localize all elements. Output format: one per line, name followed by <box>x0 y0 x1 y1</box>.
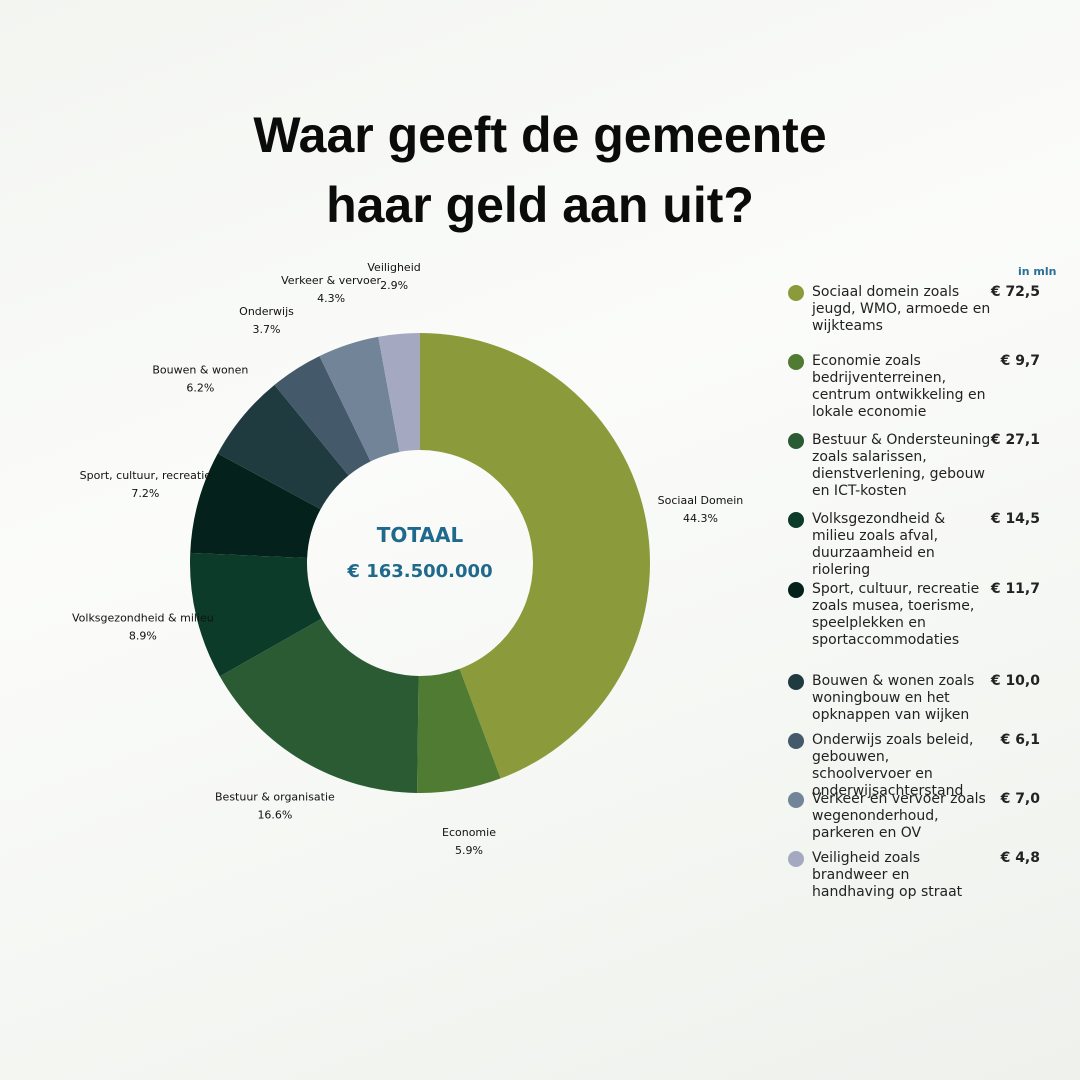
chart-title: Waar geeft de gemeente haar geld aan uit… <box>253 107 827 233</box>
slice <box>219 618 419 793</box>
slice-label: Bouwen & wonen <box>152 363 248 376</box>
slice-label: Veiligheid <box>367 261 420 274</box>
legend-marker <box>788 285 804 301</box>
slice-label: Economie <box>442 826 496 839</box>
slice-label: Onderwijs <box>239 305 294 318</box>
slice-label: Volksgezondheid & milieu <box>72 612 214 625</box>
legend-marker <box>788 433 804 449</box>
slice-value: 5.9% <box>455 844 483 857</box>
legend-amount: € 27,1 <box>990 432 1040 448</box>
slice-value: 8.9% <box>129 630 157 643</box>
legend-marker <box>788 512 804 528</box>
slice-value: 7.2% <box>131 487 159 500</box>
legend-item: Verkeer en vervoer zoals wegenonderhoud,… <box>788 791 1058 842</box>
slice-value: 6.2% <box>186 381 214 394</box>
legend-item: Bestuur & Ondersteuning zoals salarissen… <box>788 432 1058 500</box>
legend-label: Volksgezondheid & milieu zoals afval, du… <box>812 511 946 578</box>
legend-marker <box>788 354 804 370</box>
legend-amount: € 4,8 <box>1000 850 1040 866</box>
legend-amount: € 11,7 <box>990 581 1040 597</box>
legend-label: Sport, cultuur, recreatie zoals musea, t… <box>812 581 980 648</box>
slice-value: 16.6% <box>257 808 292 821</box>
slice-value: 3.7% <box>253 323 281 336</box>
legend-label: Sociaal domein zoals jeugd, WMO, armoede… <box>812 284 991 334</box>
legend-item: Volksgezondheid & milieu zoals afval, du… <box>788 511 1058 579</box>
legend-label: Economie zoals bedrijventerreinen, centr… <box>812 353 986 420</box>
legend-label: Onderwijs zoals beleid, gebouwen, school… <box>812 732 974 799</box>
legend-label: Bouwen & wonen zoals woningbouw en het o… <box>812 673 975 723</box>
slice-label: Sociaal Domein <box>658 494 744 507</box>
legend-unit: in mln <box>1018 265 1057 278</box>
slice-value: 44.3% <box>683 512 718 525</box>
slice <box>190 453 321 559</box>
legend-item: Bouwen & wonen zoals woningbouw en het o… <box>788 673 1058 724</box>
legend-item: Sociaal domein zoals jeugd, WMO, armoede… <box>788 284 1058 335</box>
legend-marker <box>788 733 804 749</box>
center-value: € 163.500.000 <box>346 561 492 582</box>
legend-label: Verkeer en vervoer zoals wegenonderhoud,… <box>812 791 986 841</box>
legend-item: Onderwijs zoals beleid, gebouwen, school… <box>788 732 1058 800</box>
slice <box>417 668 501 793</box>
legend-label: Veiligheid zoals brandweer en handhaving… <box>812 850 963 900</box>
legend-amount: € 9,7 <box>1000 353 1040 369</box>
slice <box>420 333 650 779</box>
legend-marker <box>788 792 804 808</box>
legend-item: Economie zoals bedrijventerreinen, centr… <box>788 353 1058 421</box>
slice <box>319 336 400 462</box>
legend-label: Bestuur & Ondersteuning zoals salarissen… <box>812 432 991 499</box>
legend-amount: € 10,0 <box>990 673 1040 689</box>
slice-label: Bestuur & organisatie <box>215 790 335 803</box>
legend-marker <box>788 674 804 690</box>
slice <box>274 356 371 476</box>
legend-item: Sport, cultuur, recreatie zoals musea, t… <box>788 581 1058 649</box>
legend-marker <box>788 851 804 867</box>
legend-amount: € 72,5 <box>990 284 1040 300</box>
slice <box>190 552 322 677</box>
legend-amount: € 7,0 <box>1000 791 1040 807</box>
slice <box>217 384 349 510</box>
slice-value: 2.9% <box>380 279 408 292</box>
slice <box>378 333 420 452</box>
legend-marker <box>788 582 804 598</box>
legend-amount: € 14,5 <box>990 511 1040 527</box>
slice-value: 4.3% <box>317 292 345 305</box>
legend-item: Veiligheid zoals brandweer en handhaving… <box>788 850 1058 901</box>
slice-label: Verkeer & vervoer <box>281 274 381 287</box>
center-title: TOTAAL <box>377 523 464 547</box>
legend-amount: € 6,1 <box>1000 732 1040 748</box>
slice-label: Sport, cultuur, recreatie <box>80 469 212 482</box>
